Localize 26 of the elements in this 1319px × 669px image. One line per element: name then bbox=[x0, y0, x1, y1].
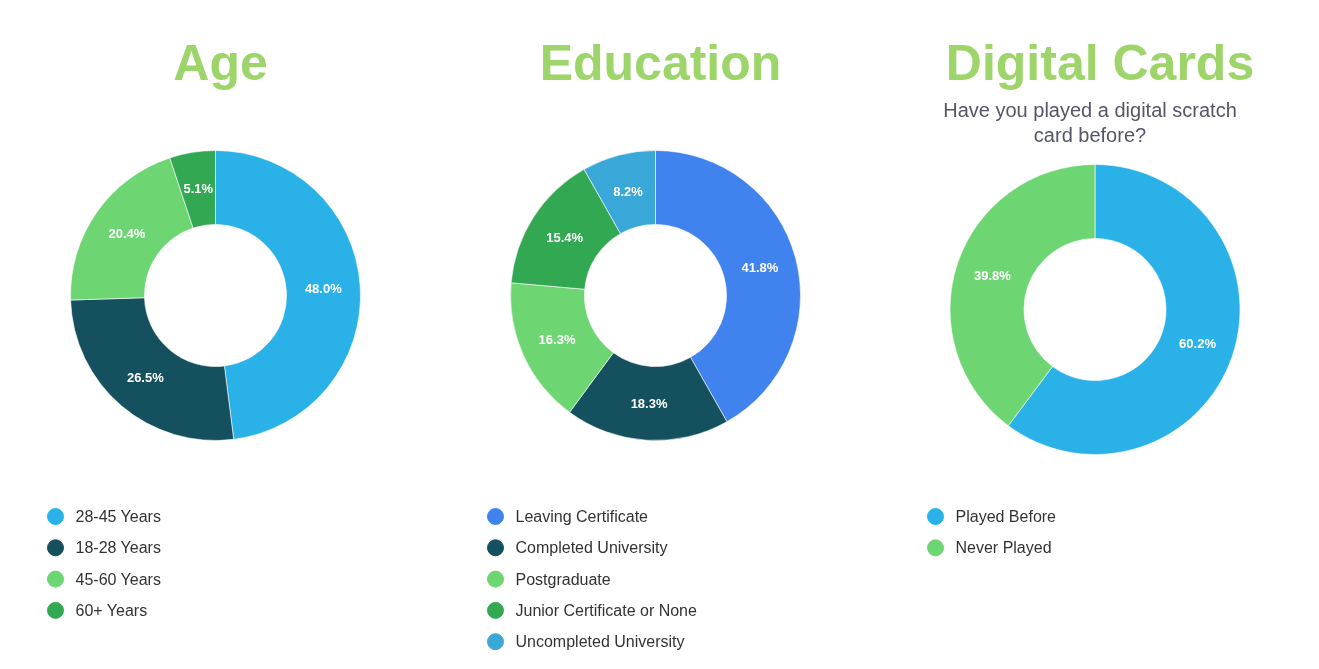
data-label: 15.4% bbox=[546, 229, 584, 245]
legend-label: Completed University bbox=[515, 539, 668, 557]
data-label: 16.3% bbox=[538, 332, 576, 348]
data-label: 41.8% bbox=[741, 260, 779, 276]
data-label: 48.0% bbox=[304, 281, 343, 297]
chart-title: Age bbox=[173, 34, 268, 91]
data-label: 26.5% bbox=[126, 370, 165, 386]
data-label: 39.8% bbox=[974, 267, 1012, 283]
legend-label: 28-45 Years bbox=[75, 508, 161, 525]
legend-label: 60+ Years bbox=[75, 601, 148, 619]
legend-label: Uncompleted University bbox=[515, 633, 685, 651]
legend-label: 18-28 Years bbox=[75, 539, 161, 557]
legend-label: Played Before bbox=[955, 508, 1057, 525]
chart-subtitle: Have you played a digital scratch card before? bbox=[943, 98, 1237, 146]
data-label: 20.4% bbox=[108, 226, 146, 242]
legend-label: Never Played bbox=[955, 539, 1052, 557]
data-label: 18.3% bbox=[630, 395, 668, 411]
chart-title: Education bbox=[539, 34, 782, 91]
legend-label: Junior Certificate or None bbox=[515, 601, 698, 619]
legend-label: 45-60 Years bbox=[75, 570, 161, 588]
data-label: 60.2% bbox=[1179, 336, 1217, 352]
chart-title: Digital Cards bbox=[945, 34, 1255, 91]
legend-label: Leaving Certificate bbox=[515, 508, 649, 525]
data-label: 8.2% bbox=[613, 183, 644, 199]
legend-label: Postgraduate bbox=[515, 570, 611, 588]
data-label: 5.1% bbox=[183, 181, 214, 197]
